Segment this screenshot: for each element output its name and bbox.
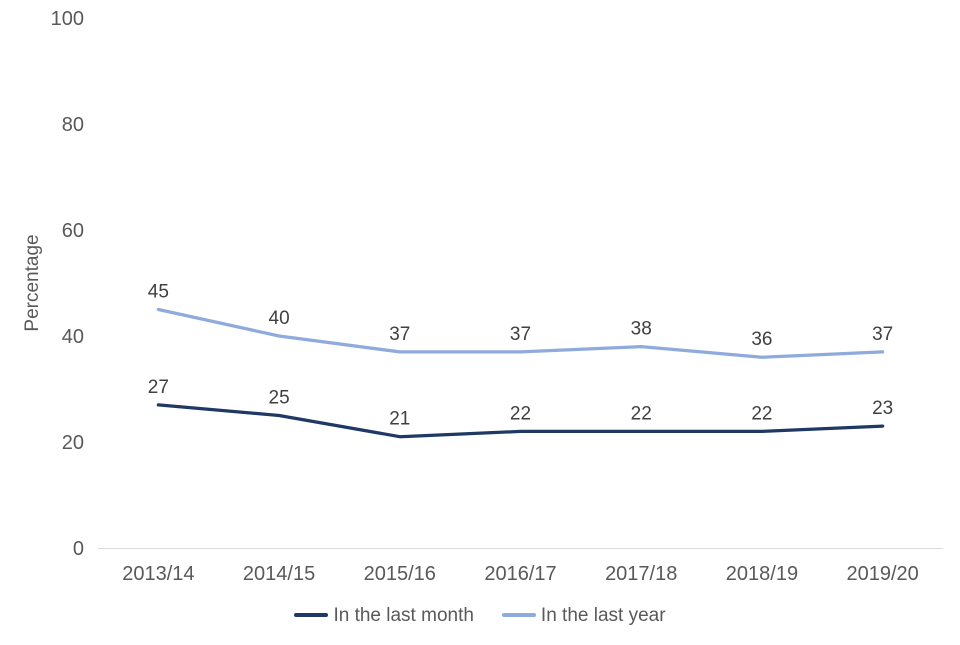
x-tick-label: 2015/16 [364,563,436,585]
data-label: 22 [751,403,772,424]
series-line-last-month [156,403,885,439]
data-label: 37 [872,324,893,345]
data-label: 22 [631,403,652,424]
legend-label-year: In the last year [540,604,666,626]
data-label: 36 [751,329,772,350]
data-label: 37 [389,324,410,345]
y-tick-label: 80 [62,114,84,136]
data-label: 45 [148,282,169,303]
legend-item-last-month: In the last month [294,604,474,626]
data-label: 23 [872,398,893,419]
y-tick-label: 0 [73,538,84,560]
legend-label-month: In the last month [333,604,474,626]
data-label: 40 [269,308,290,329]
y-tick-label: 60 [62,220,84,242]
y-tick-label: 20 [62,432,84,454]
legend-line-swatch-year [501,613,536,617]
y-tick-label: 40 [62,326,84,348]
x-tick-label: 2019/20 [846,563,918,585]
y-axis-title: Percentage [22,234,43,332]
legend-line-swatch-month [294,613,329,617]
data-label: 25 [269,388,290,409]
y-tick-label: 100 [51,8,84,30]
x-tick-label: 2017/18 [605,563,677,585]
legend: In the last month In the last year [0,602,960,628]
x-tick-label: 2018/19 [726,563,798,585]
x-tick-label: 2013/14 [122,563,194,585]
data-label: 37 [510,324,531,345]
series-line-last-year [156,307,885,359]
data-label: 21 [389,409,410,430]
x-tick-label: 2016/17 [484,563,556,585]
legend-item-last-year: In the last year [501,604,666,626]
data-label: 38 [631,319,652,340]
data-label: 27 [148,377,169,398]
x-tick-label: 2014/15 [243,563,315,585]
data-label: 22 [510,403,531,424]
